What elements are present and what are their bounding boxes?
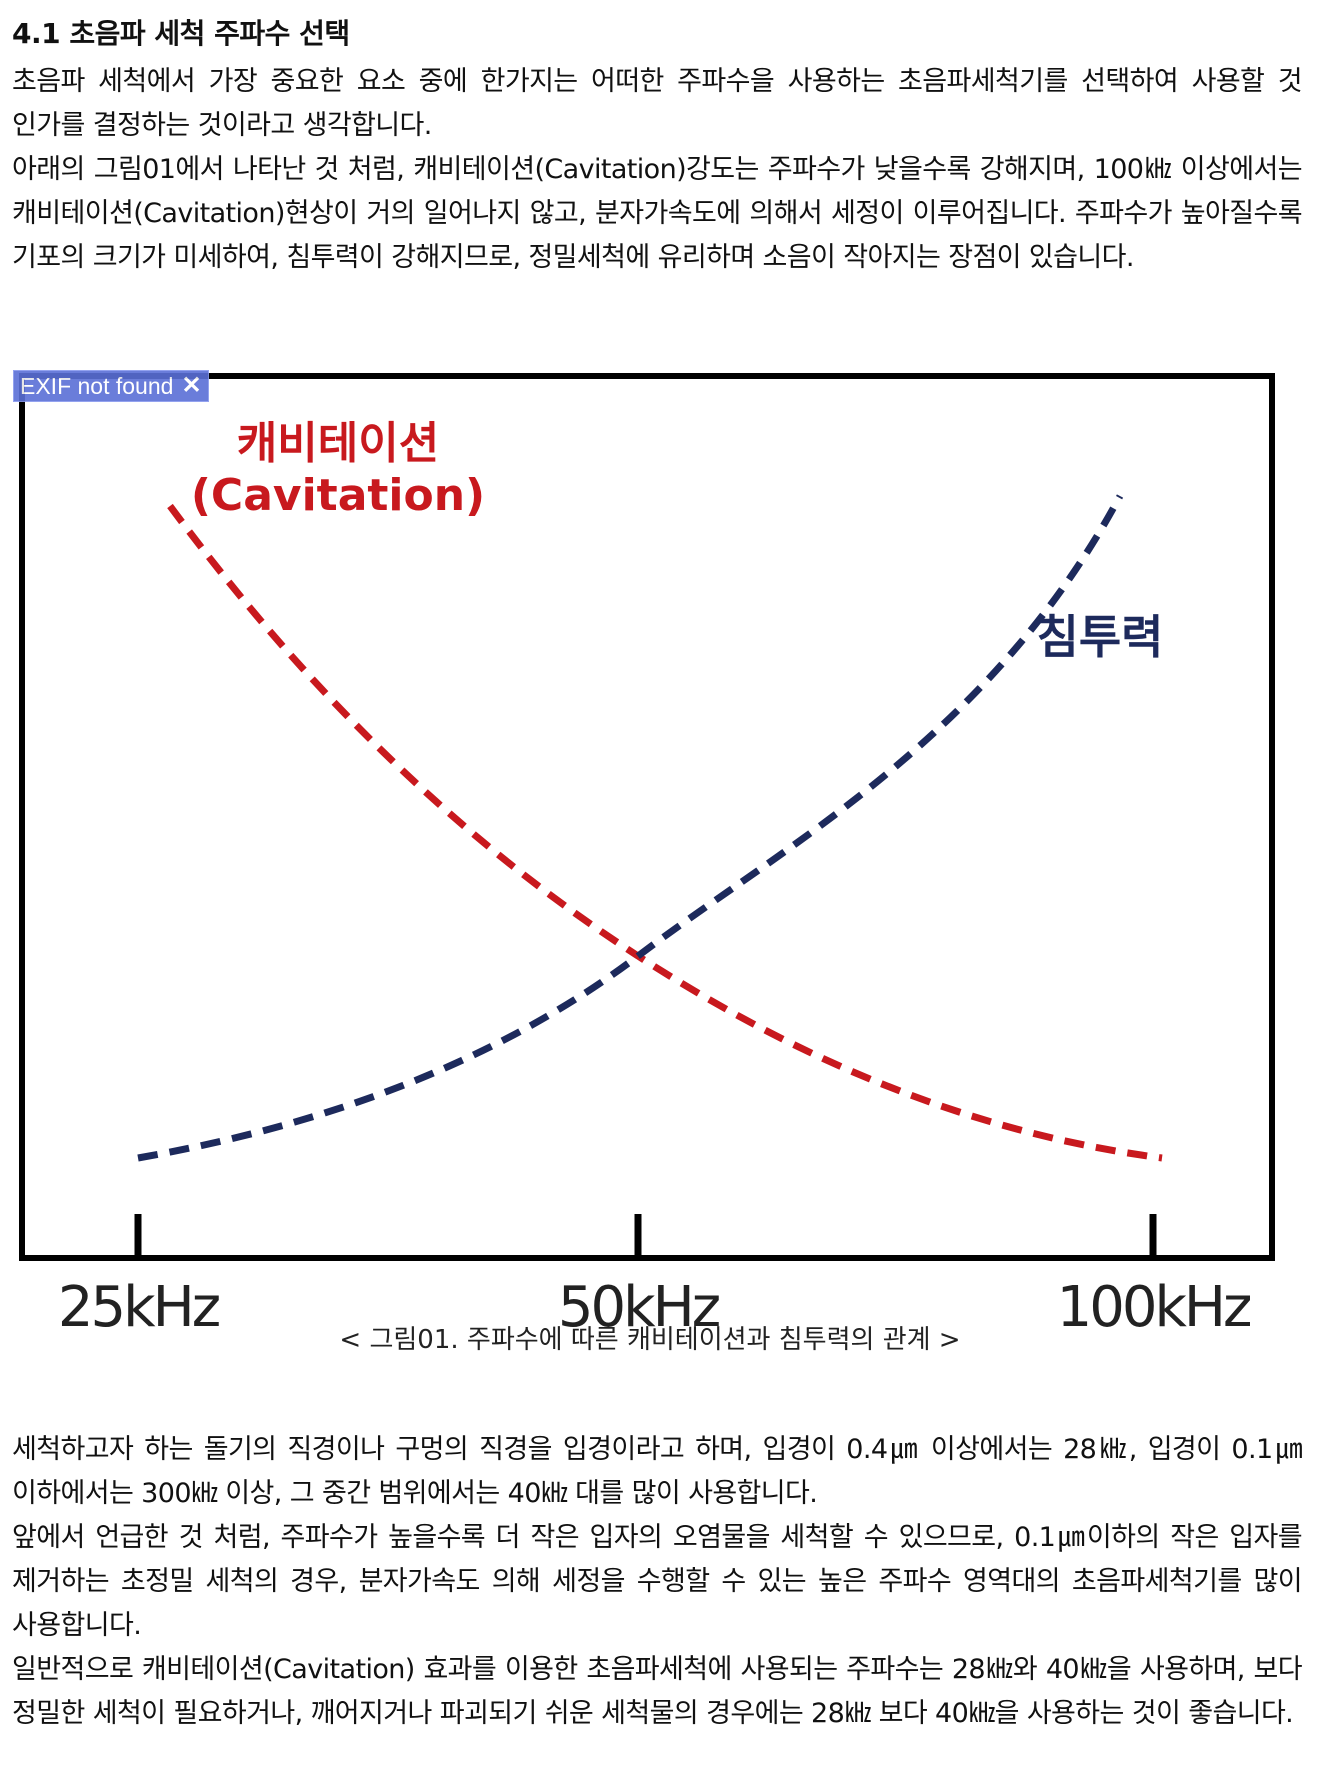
x-tick-label: 100kHz (1057, 1275, 1250, 1340)
series-label-penetration: 침투력 (1037, 610, 1164, 664)
cavitation-penetration-chart: 25kHz 50kHz 100kHz 캐비테이션(Cavitation) 침투력 < 그림… (19, 373, 1275, 1355)
series-line-2 (137, 494, 1124, 1162)
chart-frame (19, 373, 1275, 1261)
section-title: 4.1 초음파 세척 주파수 선택 (12, 17, 350, 50)
figure-caption: < 그림01. 주파수에 따른 캐비테이션과 침투력의 관계 > (339, 1325, 960, 1355)
intro-paragraph-2: 아래의 그림01에서 나타난 것 처럼, 캐비테이션(Cavitation)강도… (12, 154, 1303, 273)
x-tick-label: 50kHz (558, 1275, 719, 1340)
intro-paragraph-1: 초음파 세척에서 가장 중요한 요소 중에 한가지는 어떠한 주파수을 사용하는… (12, 66, 1303, 141)
lower-paragraph-3: 일반적으로 캐비테이션(Cavitation) 효과를 이용한 초음파세척에 사… (12, 1654, 1303, 1729)
lower-paragraph-1: 세척하고자 하는 돌기의 직경이나 구멍의 직경을 입경이라고 하며, 입경이 … (12, 1434, 1303, 1509)
article-content: 4.1 초음파 세척 주파수 선택 초음파 세척에서 가장 중요한 요소 중에 … (12, 14, 1303, 280)
exif-badge: EXIF not found ✕ (13, 370, 209, 402)
series-label-cavitation: (Cavitation) (191, 470, 485, 521)
exif-badge-text: EXIF not found (20, 373, 174, 399)
lower-content: 세척하고자 하는 돌기의 직경이나 구멍의 직경을 입경이라고 하며, 입경이 … (12, 1428, 1303, 1736)
figure-01: 25kHz 50kHz 100kHz 캐비테이션 (Cavitation) 침투력 < 그림… (10, 368, 1310, 1358)
series-line-1 (167, 503, 1163, 1162)
close-icon[interactable]: ✕ (181, 372, 202, 399)
series-label-cavitation: 캐비테이션 (237, 418, 439, 469)
x-tick-label: 25kHz (58, 1275, 219, 1340)
lower-paragraph-2: 앞에서 언급한 것 처럼, 주파수가 높을수록 더 작은 입자의 오염물을 세척… (12, 1522, 1303, 1641)
